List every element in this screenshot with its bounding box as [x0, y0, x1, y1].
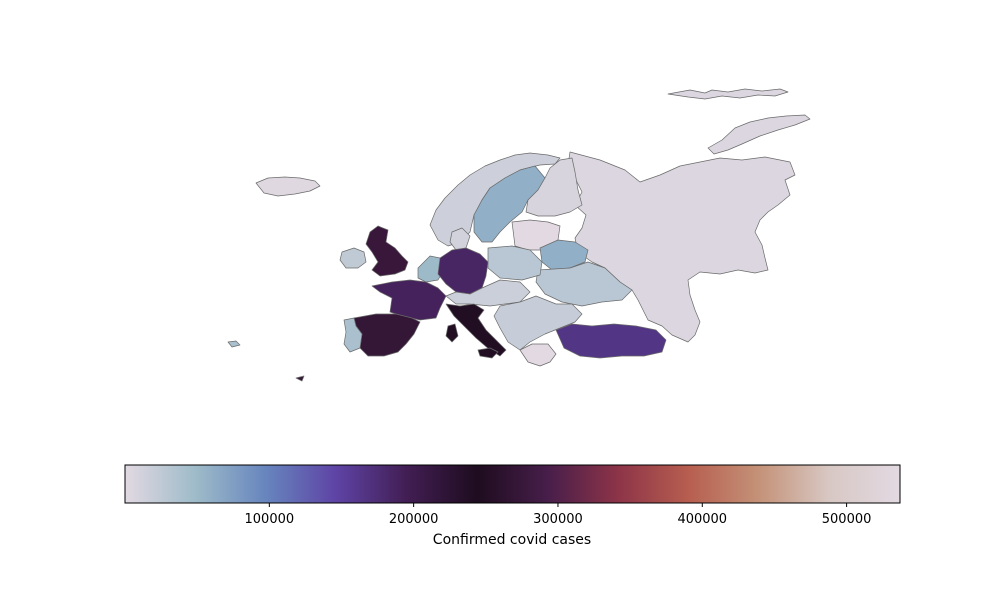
colorbar-gradient-bar	[124, 464, 901, 504]
colorbar: 100000 200000 300000 400000 500000 Confirmed…	[124, 464, 901, 548]
poland-region	[487, 245, 543, 281]
colorbar-label: Confirmed covid cases	[433, 532, 591, 548]
ukraine-region	[535, 261, 633, 307]
canary-islands-region	[295, 375, 305, 382]
balkans-region	[493, 295, 583, 351]
colorbar-tick-label: 200000	[389, 512, 439, 527]
finland-region	[525, 157, 583, 217]
europe-map	[227, 88, 811, 382]
ireland-region	[339, 247, 367, 269]
russia-region	[567, 151, 796, 343]
italy-region	[445, 303, 507, 357]
azores-region	[227, 340, 241, 348]
svalbard-region	[667, 88, 789, 100]
sardinia-region	[445, 323, 459, 343]
colorbar-ticks: 100000 200000 300000 400000 500000	[245, 503, 872, 527]
spain-region	[353, 313, 421, 357]
greece-region	[519, 343, 557, 367]
germany-region	[437, 247, 489, 295]
iceland-region	[255, 176, 321, 197]
central-europe-region	[445, 279, 531, 307]
portugal-region	[343, 317, 363, 353]
colorbar-tick-label: 500000	[822, 512, 872, 527]
colorbar-tick-label: 400000	[677, 512, 727, 527]
turkey-region	[555, 323, 667, 359]
sicily-region	[477, 347, 499, 359]
colorbar-tick-label: 100000	[245, 512, 295, 527]
france-region	[371, 279, 447, 321]
uk-region	[365, 225, 409, 277]
novaya-zemlya-region	[707, 114, 811, 155]
belarus-region	[539, 239, 589, 271]
colorbar-tick-label: 300000	[533, 512, 583, 527]
